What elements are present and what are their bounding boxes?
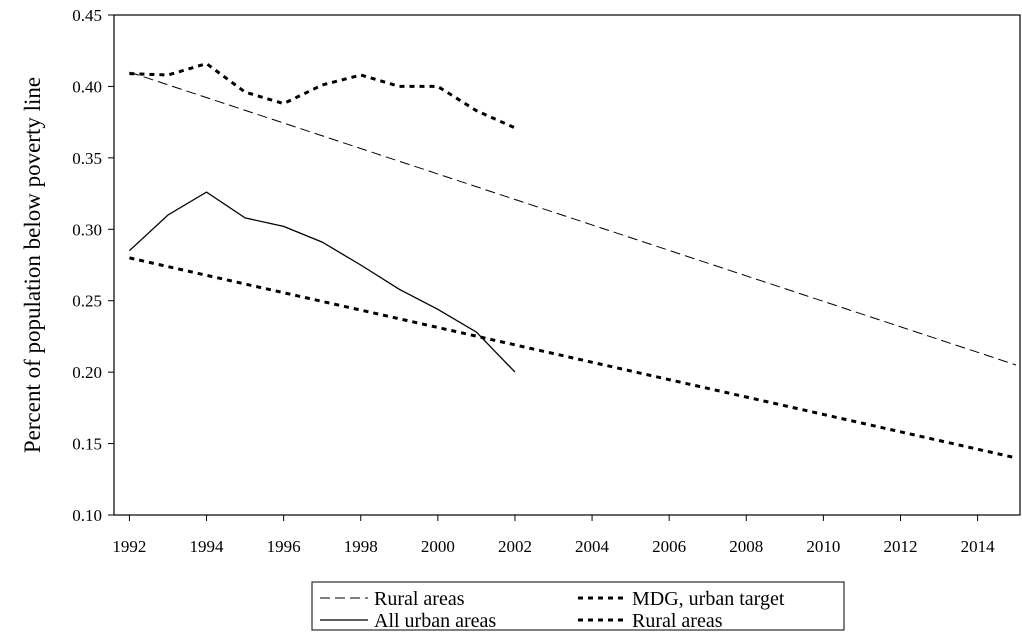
rural-areas-observed-line bbox=[129, 61, 516, 130]
x-tick-label: 2014 bbox=[961, 537, 996, 556]
mdg-urban-target-line bbox=[129, 256, 1017, 460]
x-tick-label: 1996 bbox=[267, 537, 301, 556]
x-tick-label: 1994 bbox=[190, 537, 225, 556]
x-tick-label: 2006 bbox=[652, 537, 686, 556]
x-tick-label: 2010 bbox=[806, 537, 840, 556]
x-axis: 1992 1994 1996 1998 2000 2002 2004 2006 2008 2010… bbox=[112, 515, 995, 556]
y-tick-label: 0.20 bbox=[72, 363, 102, 382]
y-tick-label: 0.35 bbox=[72, 149, 102, 168]
all-urban-areas-line bbox=[128, 191, 516, 373]
legend-box bbox=[311, 581, 845, 631]
x-tick-label: 2000 bbox=[421, 537, 455, 556]
x-tick-label: 1992 bbox=[112, 537, 146, 556]
x-tick-label: 1998 bbox=[344, 537, 378, 556]
legend-label: All urban areas bbox=[374, 610, 496, 632]
x-tick-label: 2004 bbox=[575, 537, 610, 556]
legend-label: Rural areas bbox=[374, 588, 465, 610]
series-layer bbox=[128, 61, 1017, 460]
plot-area bbox=[113, 14, 1021, 516]
plot-border bbox=[113, 14, 1021, 516]
y-tick-label: 0.15 bbox=[72, 435, 102, 454]
x-tick-label: 2002 bbox=[498, 537, 532, 556]
y-tick-label: 0.45 bbox=[72, 6, 102, 25]
y-axis: 0.10 0.15 0.20 0.25 0.30 0.35 0.40 0.45 bbox=[72, 6, 114, 525]
legend-label: Rural areas bbox=[632, 610, 723, 632]
rural-areas-trend-line bbox=[129, 71, 1017, 366]
y-tick-label: 0.40 bbox=[72, 77, 102, 96]
y-tick-label: 0.30 bbox=[72, 220, 102, 239]
y-tick-label: 0.10 bbox=[72, 506, 102, 525]
x-tick-label: 2008 bbox=[729, 537, 763, 556]
y-tick-label: 0.25 bbox=[72, 292, 102, 311]
legend-label: MDG, urban target bbox=[632, 588, 785, 610]
y-axis-label: Percent of population below poverty line bbox=[20, 77, 45, 453]
x-tick-label: 2012 bbox=[883, 537, 917, 556]
